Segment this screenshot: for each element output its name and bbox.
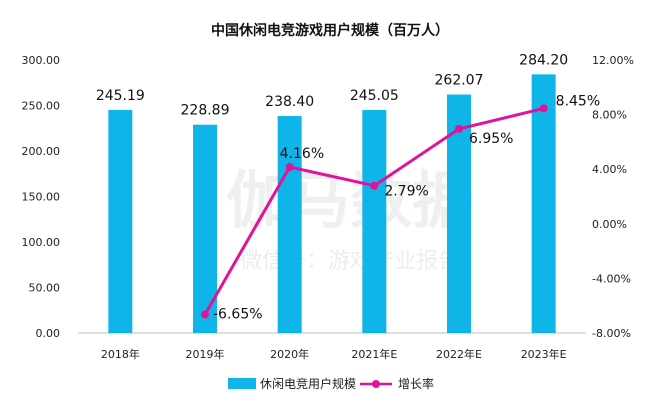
bar xyxy=(277,116,302,333)
bar-value-label: 284.20 xyxy=(519,52,568,68)
bar-value-label: 262.07 xyxy=(435,73,484,89)
growth-value-label: 8.45% xyxy=(556,93,600,109)
y-left-tick-label: 50.00 xyxy=(29,282,61,295)
y-right-tick-label: 4.00% xyxy=(592,163,627,176)
labels-layer: 245.19 228.89 238.40 245.05 262.07 284.20 -6.6… xyxy=(96,52,600,322)
legend-bar-label: 休闲电竞用户规模 xyxy=(260,376,356,391)
bar-value-label: 245.19 xyxy=(96,88,145,104)
chart-title: 中国休闲电竞游戏用户规模（百万人） xyxy=(211,22,449,39)
legend-line-dot xyxy=(372,380,380,388)
bar xyxy=(362,110,387,333)
x-tick-label: 2018年 xyxy=(101,347,140,361)
watermark-small: 微信号：游戏产业报告 xyxy=(240,249,460,274)
x-tick-label: 2022年E xyxy=(436,347,482,361)
y-left-tick-label: 150.00 xyxy=(22,191,61,204)
legend-line-label: 增长率 xyxy=(398,376,434,391)
watermark-big: 伽马数据 xyxy=(226,164,474,237)
bar-value-label: 245.05 xyxy=(350,88,399,104)
growth-value-label: 6.95% xyxy=(469,131,513,147)
axis-layer: 0.00 50.00 100.00 150.00 200.00 250.00 300.00 -… xyxy=(22,54,634,361)
x-tick-label: 2021年E xyxy=(351,347,397,361)
growth-point xyxy=(201,310,209,319)
y-left-tick-label: 250.00 xyxy=(22,100,61,113)
growth-value-label: 2.79% xyxy=(384,184,428,200)
x-tick-label: 2019年 xyxy=(186,347,225,361)
y-right-tick-label: -4.00% xyxy=(592,272,631,285)
growth-value-label: -6.65% xyxy=(213,307,263,323)
y-left-tick-label: 200.00 xyxy=(22,145,61,158)
y-left-tick-label: 100.00 xyxy=(22,236,61,249)
y-right-tick-label: 8.00% xyxy=(592,109,627,122)
growth-value-label: 4.16% xyxy=(280,146,324,162)
line-layer xyxy=(201,104,548,319)
legend-bar-swatch xyxy=(228,378,256,389)
x-tick-label: 2023年E xyxy=(521,347,567,361)
growth-point xyxy=(539,104,548,113)
bar xyxy=(531,74,556,334)
growth-point xyxy=(285,163,294,172)
bar xyxy=(108,109,133,333)
growth-point xyxy=(370,181,379,190)
bar-value-label: 228.89 xyxy=(181,103,230,119)
y-right-tick-label: -8.00% xyxy=(592,327,631,340)
bar-value-label: 238.40 xyxy=(265,94,314,110)
x-tick-label: 2020年 xyxy=(270,347,309,361)
y-right-tick-label: 0.00% xyxy=(592,218,627,231)
legend: 休闲电竞用户规模 增长率 xyxy=(228,376,434,391)
growth-point xyxy=(455,124,463,133)
y-right-tick-label: 12.00% xyxy=(592,54,634,67)
y-left-tick-label: 300.00 xyxy=(22,54,61,67)
y-left-tick-label: 0.00 xyxy=(36,327,61,340)
